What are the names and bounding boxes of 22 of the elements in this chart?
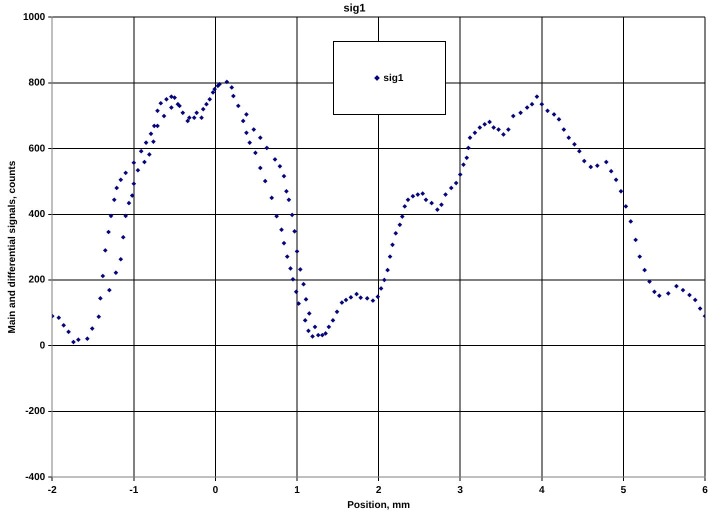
legend-label: sig1	[383, 72, 404, 84]
x-tick-label: 3	[457, 484, 464, 496]
x-tick-label: 1	[294, 484, 300, 496]
y-tick-label: -400	[25, 472, 46, 483]
x-tick-label: -2	[48, 484, 58, 496]
y-tick-label: 1000	[22, 12, 46, 23]
y-tick-label: 0	[40, 340, 46, 352]
x-tick-label: 4	[539, 484, 546, 496]
y-axis-title: Main and differential signals, counts	[6, 160, 18, 334]
x-tick-label: 2	[376, 484, 382, 496]
x-tick-label: -1	[129, 484, 139, 496]
y-tick-label: 200	[28, 274, 46, 286]
y-tick-label: 800	[28, 78, 46, 89]
x-tick-label: 0	[212, 484, 219, 496]
x-tick-label: 6	[702, 484, 708, 496]
x-tick-label: 5	[620, 484, 627, 496]
x-axis-title: Position, mm	[347, 500, 410, 511]
chart-title: sig1	[343, 2, 366, 15]
legend-box: sig1	[332, 41, 446, 116]
y-tick-label: 400	[28, 209, 46, 220]
y-tick-label: -200	[25, 406, 46, 418]
y-tick-label: 600	[28, 143, 46, 154]
